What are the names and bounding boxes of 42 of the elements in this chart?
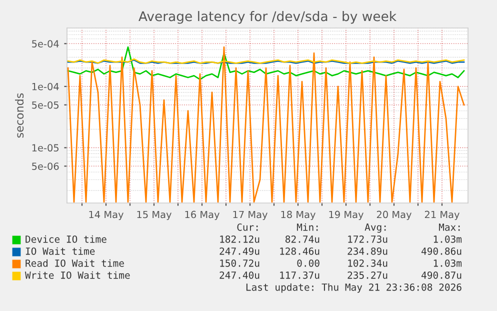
line-series	[67, 46, 465, 80]
legend-label: IO Wait time	[26, 247, 95, 255]
x-tick-label: 21 May	[424, 210, 460, 220]
x-tick-label: 18 May	[281, 210, 316, 220]
text: 234.89u	[348, 247, 388, 255]
text: 490.87u	[422, 271, 462, 279]
text: 82.74u	[286, 235, 320, 243]
text: 1.03m	[434, 259, 462, 267]
text: Last update: Thu May 21 23:36:08 2026	[246, 283, 462, 293]
y-tick-label: 1e-05	[32, 144, 59, 152]
text: 182.12u	[220, 235, 260, 243]
y-tick-label: 1e-04	[32, 82, 59, 90]
y-tick-label: 5e-05	[32, 101, 59, 109]
y-tick-label: 5e-04	[32, 40, 59, 48]
x-tick-label: 19 May	[329, 210, 364, 220]
text: 490.86u	[422, 247, 462, 255]
text: 0.00	[297, 259, 320, 267]
legend-label: Device IO time	[26, 235, 106, 243]
text: 102.34u	[348, 259, 388, 267]
chart-title: Average latency for /dev/sda - by week	[138, 11, 397, 24]
y-tick-label: 5e-06	[32, 162, 59, 170]
text: 128.46u	[280, 247, 320, 255]
text: Min:	[296, 223, 318, 231]
x-tick-label: 17 May	[233, 210, 268, 220]
legend-label: Write IO Wait time	[25, 271, 130, 279]
legend-label: Read IO Wait time	[26, 259, 124, 267]
text: 247.49u	[220, 247, 260, 255]
text: Cur:	[237, 223, 258, 231]
text: 172.73u	[348, 235, 388, 243]
x-tick-label: 15 May	[137, 210, 172, 220]
text: 1.03m	[434, 235, 462, 243]
text: 150.72u	[220, 259, 260, 267]
text: 117.37u	[280, 271, 320, 279]
text: Max:	[438, 224, 460, 231]
line-series	[67, 46, 465, 203]
x-tick-label: 16 May	[185, 210, 220, 220]
x-tick-label: 20 May	[376, 210, 412, 220]
text: Avg:	[364, 224, 386, 233]
x-tick-label: 14 May	[89, 210, 124, 220]
text: 235.27u	[348, 271, 388, 279]
text: 247.40u	[220, 271, 260, 279]
y-axis-title: seconds	[15, 93, 24, 138]
